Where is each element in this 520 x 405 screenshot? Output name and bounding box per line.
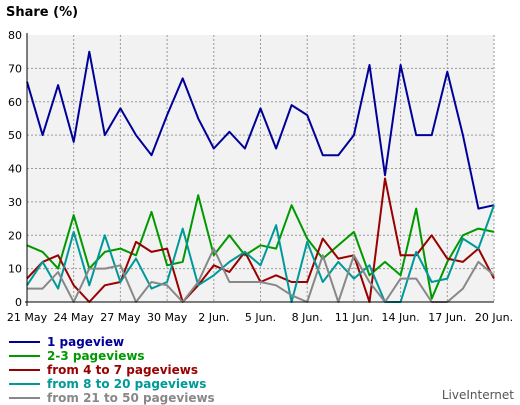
legend-label: 2-3 pageviews (47, 349, 145, 363)
y-tick-label: 70 (8, 62, 22, 75)
x-tick-label: 14 Jun. (382, 311, 420, 324)
x-tick-label: 2 Jun. (198, 311, 229, 324)
x-tick-label: 24 May (54, 311, 95, 324)
x-tick-label: 11 Jun. (335, 311, 373, 324)
series-lines (26, 50, 495, 303)
y-axis-label: Share (%) (6, 5, 78, 20)
series-line-1 (26, 50, 495, 210)
legend-label: from 21 to 50 pageviews (47, 391, 215, 405)
y-tick-label: 60 (8, 96, 22, 109)
x-tick-label: 5 Jun. (245, 311, 276, 324)
legend-label: from 8 to 20 pageviews (47, 377, 206, 391)
y-tick-labels: 0 10 20 30 40 50 60 70 80 (8, 29, 22, 309)
y-tick-label: 80 (8, 29, 22, 42)
y-tick-label: 40 (8, 163, 22, 176)
x-tick-label: 21 May (7, 311, 48, 324)
series-line-2 (26, 194, 495, 300)
x-tick-label: 17 Jun. (428, 311, 466, 324)
y-tick-label: 30 (8, 196, 22, 209)
x-tick-label: 30 May (147, 311, 188, 324)
x-tick-label: 20 Jun. (475, 311, 513, 324)
x-tick-label: 8 Jun. (292, 311, 323, 324)
series-line-5 (27, 247, 495, 303)
liveinternet-watermark: LiveInternet (442, 388, 514, 402)
y-tick-label: 10 (8, 263, 22, 276)
x-tick-label: 27 May (100, 311, 141, 324)
y-tick-label: 20 (8, 229, 22, 242)
y-tick-label: 0 (15, 296, 22, 309)
y-tick-label: 50 (8, 129, 22, 142)
x-tick-labels: 21 May 24 May 27 May 30 May 2 Jun. 5 Jun. 8 Ju… (7, 311, 513, 324)
legend-label: from 4 to 7 pageviews (47, 363, 198, 377)
axes (25, 33, 494, 306)
series-line-4 (26, 204, 495, 303)
legend-label: 1 pageview (47, 335, 124, 349)
